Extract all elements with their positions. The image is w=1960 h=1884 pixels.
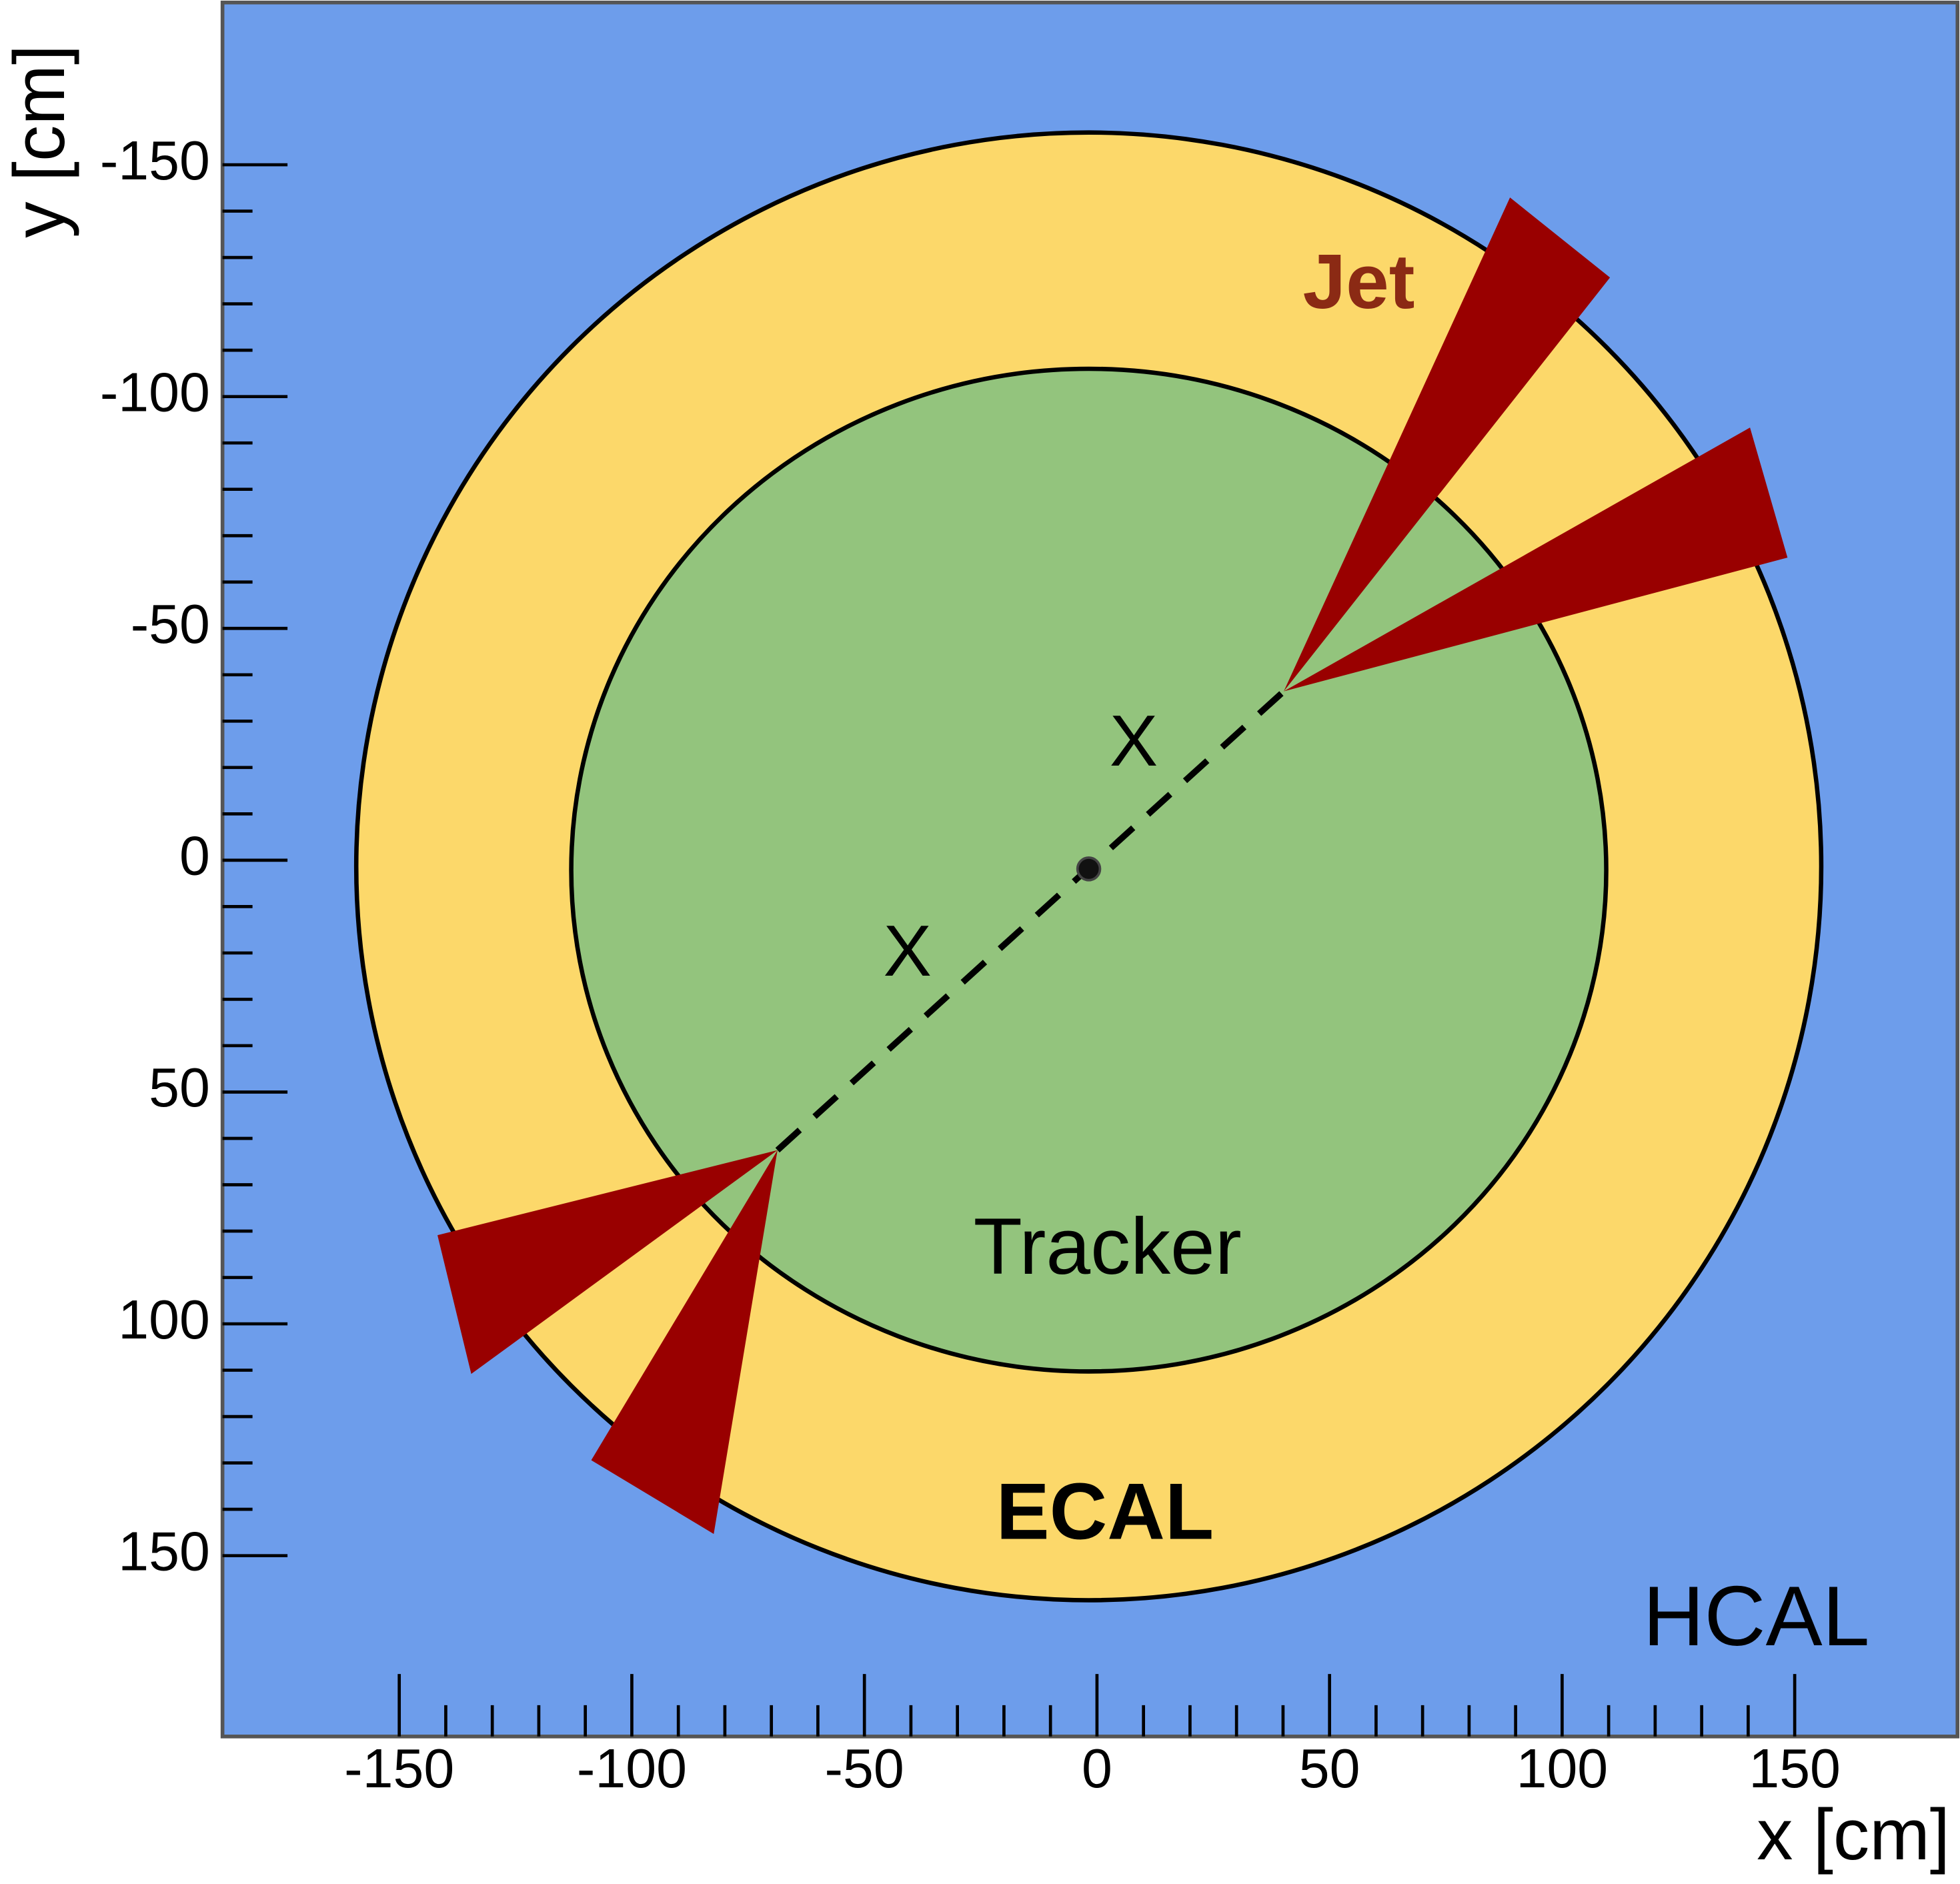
interaction-point: [1076, 856, 1102, 882]
x-tick-label: -150: [344, 1738, 454, 1799]
hcal-label: HCAL: [1643, 1569, 1869, 1664]
x-tick-label: -50: [825, 1738, 904, 1799]
x-tick-label: 100: [1517, 1738, 1609, 1799]
jet-cone: [591, 1150, 778, 1535]
y-tick-label: 150: [118, 1521, 210, 1582]
x-tick-label: 0: [1082, 1738, 1112, 1799]
x-axis-label: x [cm]: [1757, 1795, 1950, 1875]
jet-cone: [437, 1150, 778, 1374]
x-tick-label: -100: [577, 1738, 687, 1799]
y-tick-label: -150: [100, 130, 210, 191]
jet-cone: [1283, 197, 1611, 692]
y-tick-label: 100: [118, 1289, 210, 1350]
tracker-label: Tracker: [974, 1202, 1242, 1291]
jet-cone: [1283, 427, 1788, 692]
y-tick-label: -100: [100, 361, 210, 423]
y-tick-label: 50: [149, 1057, 210, 1118]
jet-label: Jet: [1302, 238, 1414, 325]
y-axis-label: y [cm]: [0, 45, 80, 238]
x-tick-label: 50: [1299, 1738, 1360, 1799]
y-tick-label: 0: [179, 826, 210, 887]
y-tick-label: -50: [131, 594, 210, 655]
vertex-mark: X: [884, 911, 932, 992]
x-tick-label: 150: [1749, 1738, 1841, 1799]
dijet-axis: [775, 689, 1286, 1153]
vertex-mark: X: [1110, 701, 1158, 782]
ecal-label: ECAL: [996, 1467, 1214, 1556]
